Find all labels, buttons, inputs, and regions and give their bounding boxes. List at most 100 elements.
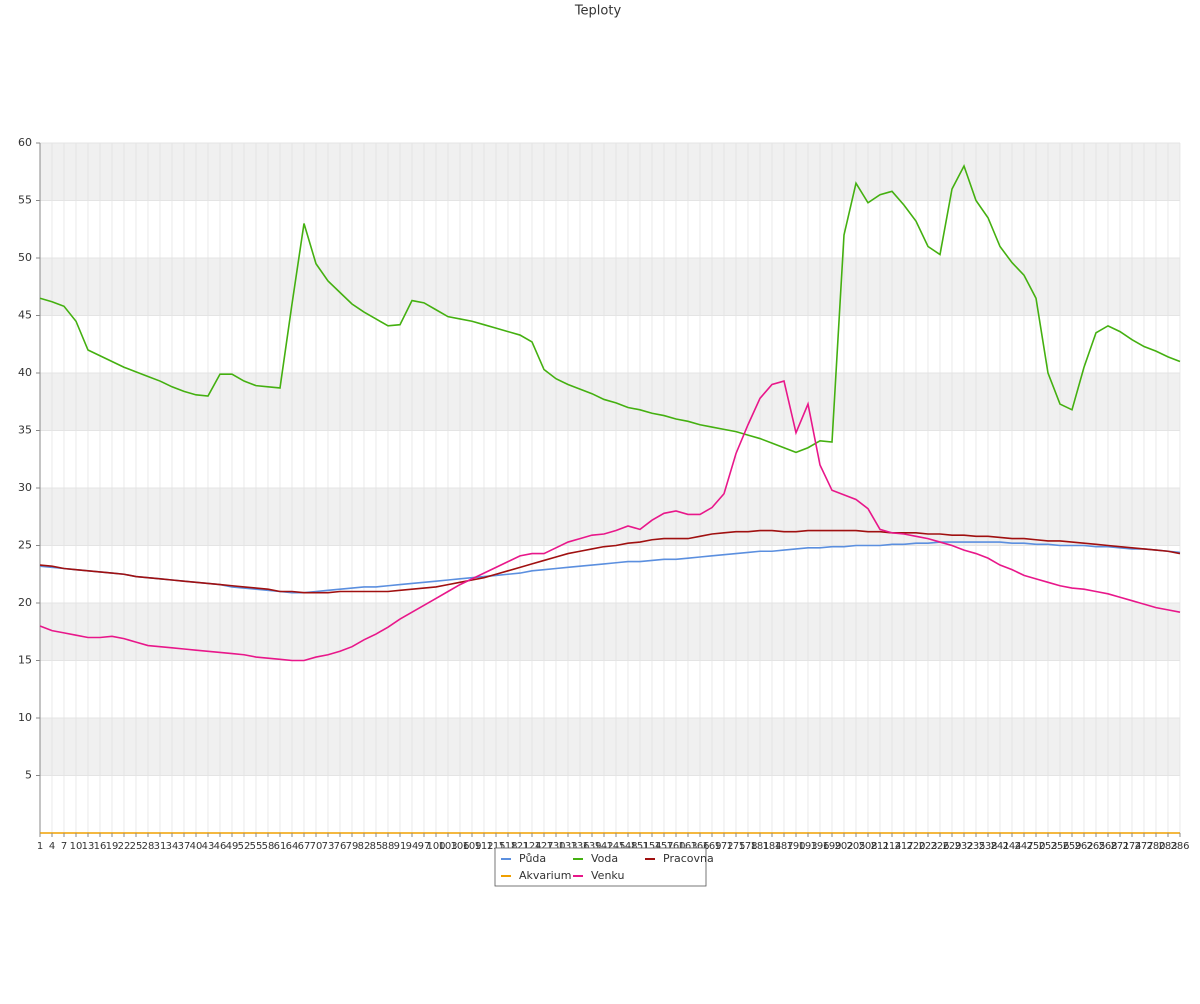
x-tick-label: 55 [250,841,263,852]
x-tick-label: 67 [298,841,311,852]
x-tick-label: 10 [70,841,83,852]
x-tick-label: 106 [450,841,469,852]
series-line [39,163,1181,454]
x-tick-label: 217 [894,841,913,852]
x-tick-label: 145 [606,841,625,852]
x-tick-label: 208 [858,841,877,852]
x-tick-label: 190 [786,841,805,852]
x-tick-label: 97 [418,841,431,852]
x-tick-label: 256 [1050,841,1069,852]
x-tick-label: 268 [1098,841,1117,852]
series-line [39,380,1181,662]
x-tick-label: 133 [558,841,577,852]
chart-title: Teploty [574,4,622,19]
x-tick-label: 175 [726,841,745,852]
x-tick-label: 16 [94,841,107,852]
x-tick-label: 178 [738,841,757,852]
x-tick-label: 154 [642,841,661,852]
x-tick-label: 214 [882,841,901,852]
x-tick-label: 82 [358,841,371,852]
legend-label: Pracovna [663,852,714,865]
legend-label: Voda [591,852,618,865]
x-tick-label: 103 [438,841,457,852]
x-tick-label: 46 [214,841,227,852]
x-tick-label: 226 [930,841,949,852]
x-tick-label: 205 [846,841,865,852]
x-tick-label: 187 [774,841,793,852]
x-tick-label: 25 [130,841,143,852]
x-tick-label: 127 [534,841,553,852]
x-tick-label: 259 [1062,841,1081,852]
x-tick-label: 28 [142,841,155,852]
grid-band [40,258,1180,316]
x-tick-label: 112 [474,841,493,852]
x-tick-label: 34 [166,841,179,852]
x-tick-label: 151 [630,841,649,852]
x-tick-label: 271 [1110,841,1129,852]
x-tick-label: 64 [286,841,299,852]
x-tick-label: 211 [870,841,889,852]
x-tick-label: 22 [118,841,131,852]
x-tick-label: 223 [918,841,937,852]
x-tick-label: 250 [1026,841,1045,852]
y-tick-label: 20 [18,596,32,609]
legend-label: Venku [591,869,624,882]
y-tick-label: 10 [18,711,32,724]
x-tick-label: 148 [618,841,637,852]
x-tick-label: 163 [678,841,697,852]
y-tick-label: 30 [18,481,32,494]
x-tick-label: 253 [1038,841,1057,852]
x-tick-label: 247 [1014,841,1033,852]
x-tick-label: 85 [370,841,383,852]
x-tick-label: 61 [274,841,287,852]
x-tick-label: 136 [570,841,589,852]
x-tick-label: 172 [714,841,733,852]
x-tick-label: 43 [202,841,215,852]
x-tick-label: 100 [426,841,445,852]
x-tick-label: 193 [798,841,817,852]
x-tick-label: 142 [594,841,613,852]
x-tick-label: 202 [834,841,853,852]
x-tick-label: 274 [1122,841,1141,852]
x-tick-label: 280 [1146,841,1165,852]
y-tick-label: 25 [18,539,32,552]
x-tick-label: 241 [990,841,1009,852]
grid-band [40,488,1180,546]
x-tick-label: 232 [954,841,973,852]
y-tick-label: 45 [18,309,32,322]
x-tick-label: 139 [582,841,601,852]
legend-label: Akvarium [519,869,571,882]
x-tick-label: 73 [322,841,335,852]
x-tick-label: 91 [394,841,407,852]
x-tick-label: 4 [49,841,55,852]
x-tick-label: 184 [762,841,781,852]
x-tick-label: 283 [1158,841,1177,852]
y-tick-label: 60 [18,136,32,149]
x-tick-label: 115 [486,841,505,852]
x-tick-label: 79 [346,841,359,852]
x-tick-label: 196 [810,841,829,852]
x-tick-label: 160 [666,841,685,852]
x-tick-label: 88 [382,841,395,852]
x-tick-label: 37 [178,841,191,852]
grid-band [40,143,1180,201]
x-tick-label: 58 [262,841,275,852]
x-tick-label: 13 [82,841,95,852]
x-tick-label: 199 [822,841,841,852]
x-tick-label: 124 [522,841,541,852]
x-tick-label: 31 [154,841,167,852]
x-tick-label: 52 [238,841,251,852]
series-line [39,541,1181,594]
x-tick-label: 265 [1086,841,1105,852]
grid-band [40,718,1180,776]
x-tick-label: 49 [226,841,239,852]
x-tick-label: 1 [37,841,43,852]
x-tick-label: 130 [546,841,565,852]
y-tick-label: 15 [18,654,32,667]
y-tick-label: 35 [18,424,32,437]
y-tick-label: 50 [18,251,32,264]
series-line [39,529,1181,594]
x-tick-label: 166 [690,841,709,852]
x-tick-label: 238 [978,841,997,852]
